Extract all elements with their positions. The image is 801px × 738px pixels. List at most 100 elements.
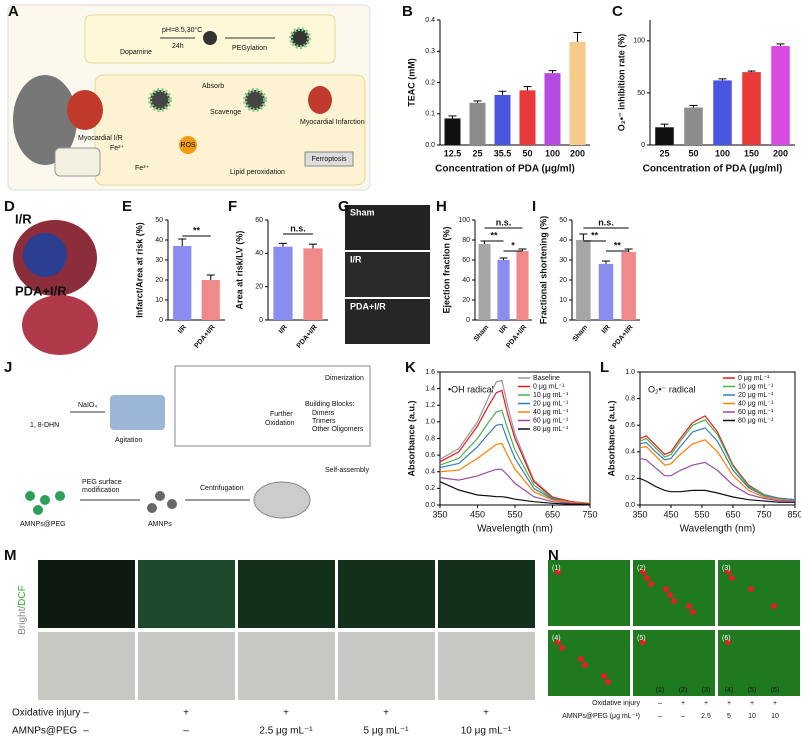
x-tick-label: 25 [659,148,669,158]
cell-value: (6) [771,687,780,694]
cell-value: – [658,713,662,720]
y-tick-label: 100 [633,38,645,45]
tile [633,560,715,626]
dead-cell [671,598,677,604]
x-tick-label: 150 [744,148,759,158]
annotation: ** [490,230,498,240]
tile-label: (6) [722,635,731,642]
echo-images [345,205,430,344]
bar [771,46,790,145]
cell-value: 2.5 [701,713,711,720]
bar [544,73,561,145]
y-tick-label: 50 [155,217,163,224]
annotation: ** [614,240,622,250]
box [304,151,354,167]
y-tick-label: 1.4 [425,385,435,392]
y-tick-label: 0 [641,142,645,149]
tile-label: (5) [637,635,646,642]
particle [243,88,267,112]
heart [308,86,332,114]
channel-dcf: /DCF [17,585,28,608]
x-tick-label: 850 [787,509,801,519]
row-label: AMNPs@PEG (μg mL⁻¹) [562,713,640,720]
y-tick-label: 0 [259,317,263,324]
x-tick-label: 450 [663,509,678,519]
legend-label: 10 μg mL⁻¹ [738,383,774,390]
legend-label: 40 μg mL⁻¹ [533,409,569,416]
tile [548,630,630,696]
dead-cell [605,679,611,685]
dead-cell [578,656,584,662]
microscopy-n [548,560,800,696]
bar [444,118,461,145]
y-axis-label: Area at risk/LV (%) [234,231,244,310]
heart [67,90,103,130]
y-tick-label: 50 [559,217,567,224]
ros [179,136,197,154]
np [155,491,165,501]
y-tick-label: 20 [559,277,567,284]
panel-letter: N [548,547,559,564]
legend-label: 80 μg mL⁻¹ [738,417,774,424]
panel-letter: F [228,198,237,215]
bright-image [238,632,335,700]
np [167,499,177,509]
label: pH=8.5,30°C [162,26,202,34]
x-tick-label: I/R [601,324,612,335]
label: Trimers [312,418,336,425]
label: Self-assembly [325,467,369,474]
dcf-image [138,560,235,628]
y-tick-label: 1.0 [625,369,635,376]
x-tick-label: 650 [725,509,740,519]
channel-label: Bright/DCF [17,585,28,634]
y-axis-label: TEAC (mM) [406,58,416,107]
tile [548,560,630,626]
label: AMNPs@PEG [20,521,66,528]
y-tick-label: 0.4 [625,449,635,456]
label: Fe³⁺ [135,165,150,172]
x-tick-label: 750 [756,509,771,519]
np [25,491,35,501]
echo [345,252,430,297]
legend-label: 60 μg mL⁻¹ [533,417,569,424]
x-tick-label: 200 [570,148,585,158]
x-tick-label: 200 [773,148,788,158]
cell-value: – [83,708,89,719]
line [439,468,591,505]
x-tick-label: 750 [582,509,597,519]
x-tick-label: PDA+I/R [193,324,216,350]
cell-value: 5 μg mL⁻¹ [364,726,410,737]
x-tick-label: 450 [470,509,485,519]
dead-cell [648,581,654,587]
panel-letter: A [8,3,19,20]
label: modification [82,487,119,494]
bar [516,251,529,320]
panel-letter: L [600,359,609,376]
x-tick-label: 650 [545,509,560,519]
label: Dimers [312,410,335,417]
label: Lipid peroxidation [230,169,285,176]
panel-letter: J [4,359,12,376]
label: ROS [180,142,196,149]
tile-label: (3) [722,565,731,572]
cell-value: + [183,708,189,719]
cell-value: – [658,700,662,707]
label: Further [270,411,293,418]
tile [633,630,715,696]
y-tick-label: 0 [466,317,470,324]
y-tick-label: 1.2 [425,402,435,409]
panel-letter: B [402,3,413,20]
bar [655,127,674,145]
dead-cell [725,569,731,575]
dead-cell [748,586,754,592]
y-axis-label: Absorbance (a.u.) [606,400,616,476]
y-tick-label: 20 [155,277,163,284]
cell-value: + [750,700,754,707]
label: Ferroptosis [311,156,347,163]
y-axis-label: Infarct/Area at risk (%) [134,222,144,318]
panel-letter: M [4,547,17,564]
bright-image [138,632,235,700]
y-tick-label: 20 [462,297,470,304]
x-tick-label: I/R [278,324,289,335]
